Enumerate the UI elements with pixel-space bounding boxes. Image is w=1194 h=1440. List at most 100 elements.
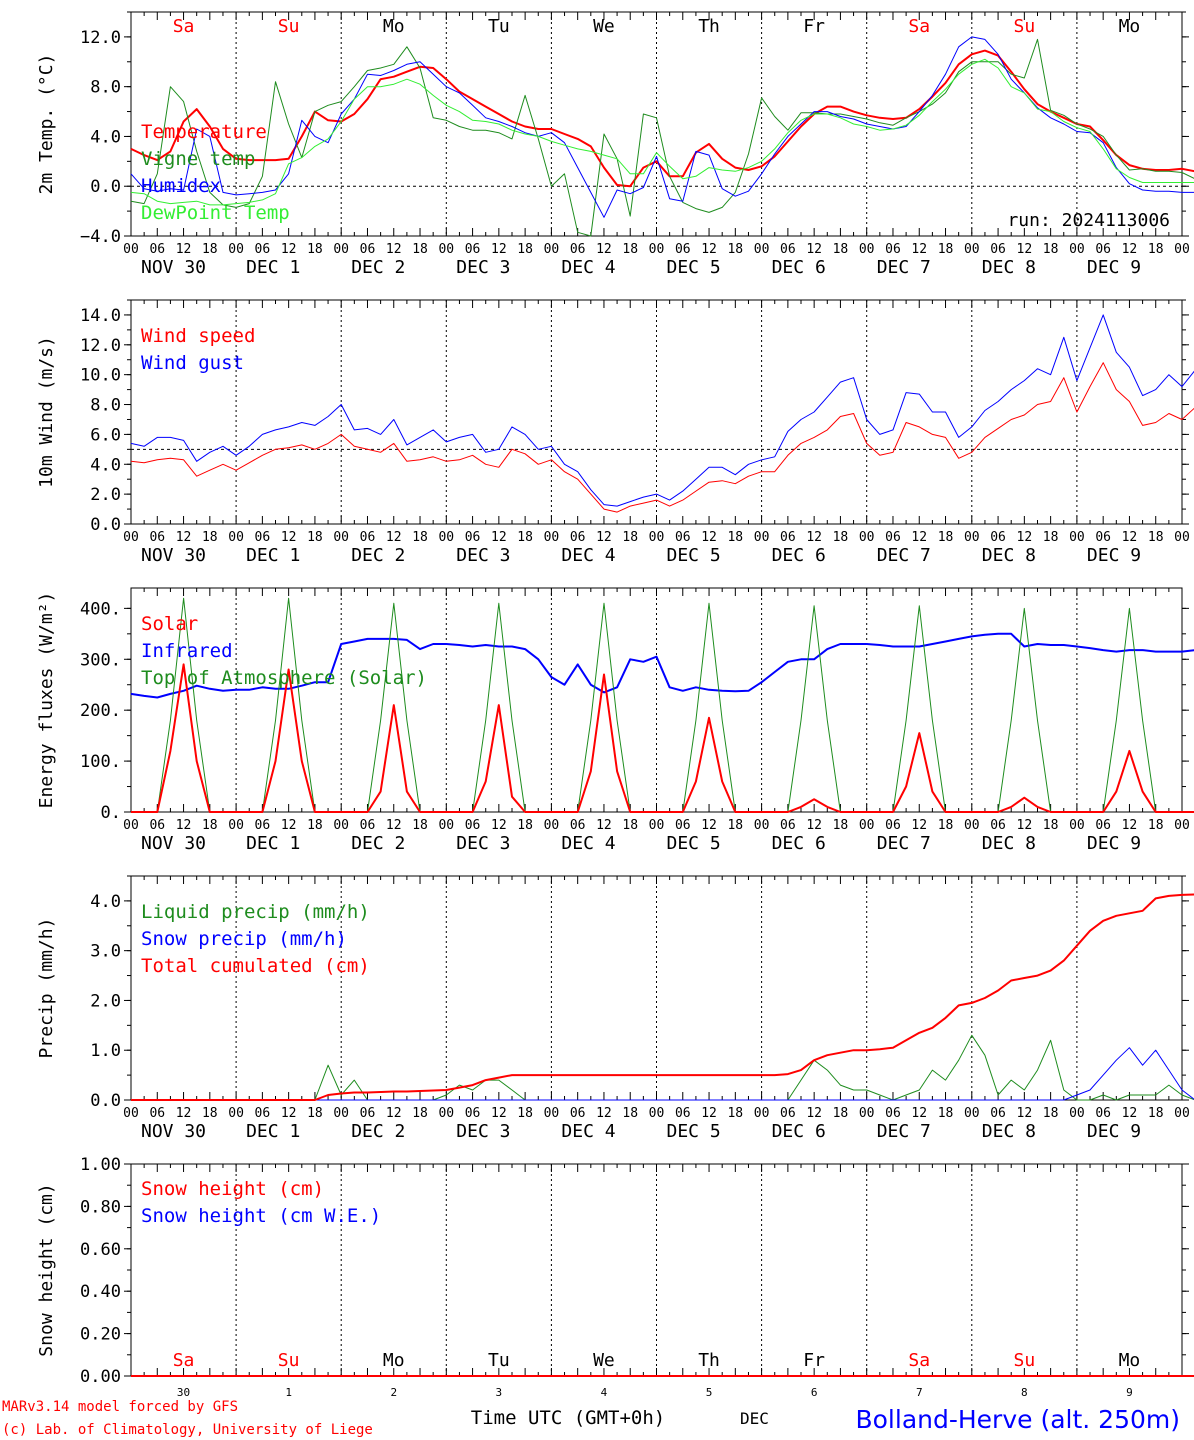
- hour-tick-label: 00: [333, 530, 349, 545]
- date-label: DEC 1: [246, 257, 300, 278]
- hour-tick-label: 00: [438, 242, 454, 257]
- legend-entry: Humidex: [141, 175, 221, 197]
- date-label: DEC 5: [667, 257, 721, 278]
- date-label: DEC 7: [877, 257, 931, 278]
- hour-tick-label: 06: [780, 1106, 796, 1121]
- hour-tick-label: 06: [149, 242, 165, 257]
- hour-tick-label: 06: [255, 1106, 271, 1121]
- hour-tick-label: 00: [438, 530, 454, 545]
- legend-entry: Vigne temp: [141, 148, 255, 170]
- hour-tick-label: 18: [202, 818, 218, 833]
- y-tick-label: 400.: [80, 599, 121, 619]
- y-tick-label: 10.0: [80, 366, 121, 386]
- hour-tick-label: 00: [1069, 242, 1085, 257]
- date-label: DEC 4: [561, 833, 615, 854]
- hour-tick-label: 06: [675, 242, 691, 257]
- hour-tick-label: 00: [1174, 1106, 1190, 1121]
- hour-tick-label: 12: [491, 818, 507, 833]
- hour-tick-label: 06: [780, 242, 796, 257]
- day-number-label: 9: [1126, 1386, 1133, 1399]
- hour-tick-label: 06: [675, 530, 691, 545]
- hour-tick-label: 18: [1043, 818, 1059, 833]
- legend-entry: Solar: [141, 613, 198, 635]
- date-label: DEC 3: [456, 545, 510, 566]
- hour-tick-label: 00: [754, 242, 770, 257]
- hour-tick-label: 18: [1148, 242, 1164, 257]
- hour-tick-label: 18: [517, 242, 533, 257]
- hour-tick-label: 06: [360, 1106, 376, 1121]
- hour-tick-label: 12: [281, 1106, 297, 1121]
- y-tick-label: 3.0: [90, 942, 121, 962]
- weekday-label: Mo: [1119, 1350, 1141, 1371]
- y-tick-label: 0.0: [90, 177, 121, 197]
- hour-tick-label: 12: [701, 242, 717, 257]
- hour-tick-label: 12: [806, 242, 822, 257]
- hour-tick-label: 18: [622, 530, 638, 545]
- hour-tick-label: 00: [123, 818, 139, 833]
- y-tick-label: 0.80: [80, 1197, 121, 1217]
- y-tick-label: 14.0: [80, 306, 121, 326]
- date-label: NOV 30: [141, 257, 206, 278]
- series-line-vigne-temp: [130, 38, 1194, 237]
- date-label: DEC 6: [772, 545, 826, 566]
- weekday-label: Mo: [383, 1350, 405, 1371]
- hour-tick-label: 06: [675, 818, 691, 833]
- hour-tick-label: 06: [570, 242, 586, 257]
- hour-tick-label: 12: [176, 1106, 192, 1121]
- hour-tick-label: 00: [1069, 1106, 1085, 1121]
- hour-tick-label: 18: [307, 530, 323, 545]
- hour-tick-label: 12: [911, 818, 927, 833]
- y-tick-label: 1.0: [90, 1041, 121, 1061]
- day-number-label: 7: [916, 1386, 923, 1399]
- hour-tick-label: 18: [412, 1106, 428, 1121]
- hour-tick-label: 00: [123, 242, 139, 257]
- hour-tick-label: 18: [202, 1106, 218, 1121]
- legend-entry: Top of Atmosphere (Solar): [141, 667, 427, 689]
- hour-tick-label: 12: [1017, 242, 1033, 257]
- hour-tick-label: 06: [885, 1106, 901, 1121]
- hour-tick-label: 06: [255, 242, 271, 257]
- hour-tick-label: 00: [964, 818, 980, 833]
- hour-tick-label: 00: [859, 1106, 875, 1121]
- date-label: DEC 9: [1087, 833, 1141, 854]
- date-label: NOV 30: [141, 545, 206, 566]
- hour-tick-label: 12: [491, 1106, 507, 1121]
- run-label: run: 2024113006: [1007, 210, 1170, 231]
- weekday-label: Su: [1014, 1350, 1036, 1371]
- hour-tick-label: 00: [123, 530, 139, 545]
- hour-tick-label: 00: [333, 818, 349, 833]
- hour-tick-label: 00: [859, 818, 875, 833]
- hour-tick-label: 06: [780, 818, 796, 833]
- hour-tick-label: 06: [885, 818, 901, 833]
- hour-tick-label: 06: [885, 242, 901, 257]
- day-number-label: 30: [177, 1386, 190, 1399]
- weekday-label: Su: [278, 1350, 300, 1371]
- date-label: DEC 9: [1087, 257, 1141, 278]
- hour-tick-label: 12: [596, 1106, 612, 1121]
- weekday-label: Tu: [488, 16, 510, 37]
- day-number-label: 8: [1021, 1386, 1028, 1399]
- date-label: DEC 3: [456, 257, 510, 278]
- weekday-label: Th: [698, 16, 720, 37]
- date-label: DEC 7: [877, 833, 931, 854]
- hour-tick-label: 12: [1122, 242, 1138, 257]
- hour-tick-label: 06: [990, 1106, 1006, 1121]
- date-label: DEC 3: [456, 1121, 510, 1142]
- hour-tick-label: 18: [517, 818, 533, 833]
- hour-tick-label: 06: [255, 530, 271, 545]
- hour-tick-label: 06: [465, 818, 481, 833]
- y-tick-label: 6.0: [90, 425, 121, 445]
- hour-tick-label: 06: [465, 1106, 481, 1121]
- hour-tick-label: 18: [938, 242, 954, 257]
- hour-tick-label: 18: [307, 1106, 323, 1121]
- hour-tick-label: 06: [465, 242, 481, 257]
- hour-tick-label: 12: [911, 1106, 927, 1121]
- hour-tick-label: 18: [517, 530, 533, 545]
- hour-tick-label: 12: [596, 818, 612, 833]
- hour-tick-label: 12: [1122, 530, 1138, 545]
- hour-tick-label: 00: [1174, 530, 1190, 545]
- hour-tick-label: 12: [596, 242, 612, 257]
- series-line-solar: [131, 663, 1194, 813]
- hour-tick-label: 06: [885, 530, 901, 545]
- hour-tick-label: 12: [1017, 818, 1033, 833]
